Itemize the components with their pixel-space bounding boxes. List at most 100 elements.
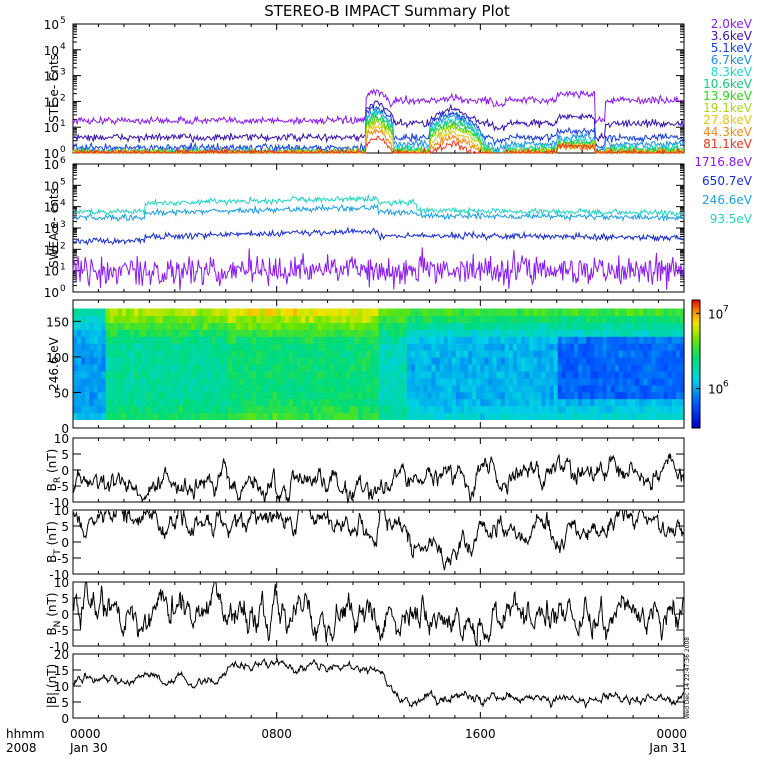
pad-heatmap-cell xyxy=(455,384,461,393)
pad-heatmap-cell xyxy=(480,391,485,400)
pad-heatmap-cell xyxy=(195,322,200,330)
pad-heatmap-cell xyxy=(643,308,648,316)
pad-heatmap-cell xyxy=(126,384,131,393)
pad-heatmap-cell xyxy=(109,412,115,420)
pad-heatmap-cell xyxy=(301,377,306,386)
pad-heatmap-cell xyxy=(651,315,657,323)
pad-heatmap-cell xyxy=(480,322,485,330)
pad-heatmap-cell xyxy=(578,384,583,393)
bmag-series-line xyxy=(72,657,685,710)
br-ytick-label: 5 xyxy=(61,448,69,462)
pad-heatmap-cell xyxy=(211,357,217,365)
pad-heatmap-cell xyxy=(268,398,274,407)
pad-heatmap-cell xyxy=(443,384,449,393)
pad-colorbar-cell xyxy=(692,404,700,407)
pad-heatmap-cell xyxy=(574,343,579,351)
pad-heatmap-cell xyxy=(533,398,538,407)
pad-heatmap-cell xyxy=(240,364,245,372)
pad-heatmap-cell xyxy=(476,405,481,414)
pad-heatmap-cell xyxy=(464,391,469,400)
pad-heatmap-cell xyxy=(504,391,510,400)
pad-heatmap-cell xyxy=(305,315,310,323)
pad-heatmap-cell xyxy=(211,315,217,323)
pad-heatmap-cell xyxy=(121,308,127,316)
pad-heatmap-cell xyxy=(211,350,217,358)
pad-heatmap-cell xyxy=(492,357,498,365)
pad-heatmap-cell xyxy=(569,391,575,400)
pad-heatmap-cell xyxy=(203,322,208,330)
pad-heatmap-cell xyxy=(235,336,241,344)
pad-heatmap-cell xyxy=(321,343,327,351)
pad-heatmap-cell xyxy=(476,350,481,358)
pad-heatmap-cell xyxy=(582,357,587,365)
pad-heatmap-cell xyxy=(362,308,367,316)
pad-heatmap-cell xyxy=(431,391,437,400)
pad-heatmap-cell xyxy=(423,391,428,400)
pad-heatmap-cell xyxy=(557,336,563,344)
pad-heatmap-cell xyxy=(321,391,327,400)
pad-heatmap-cell xyxy=(211,398,217,407)
pad-heatmap-cell xyxy=(545,370,551,379)
pad-heatmap-cell xyxy=(464,322,469,330)
pad-heatmap-cell xyxy=(529,370,534,379)
pad-heatmap-cell xyxy=(358,350,363,358)
pad-heatmap-cell xyxy=(378,364,384,372)
pad-heatmap-cell xyxy=(350,315,355,323)
pad-heatmap-cell xyxy=(134,343,139,351)
bmag-ytick-label: 15 xyxy=(54,664,69,678)
pad-heatmap-cell xyxy=(183,412,188,420)
pad-heatmap-cell xyxy=(443,322,449,330)
pad-colorbar-cell xyxy=(692,410,700,413)
pad-heatmap-cell xyxy=(280,364,286,372)
pad-heatmap-cell xyxy=(590,322,595,330)
pad-heatmap-cell xyxy=(594,350,600,358)
pad-heatmap-cell xyxy=(288,350,294,358)
pad-heatmap-cell xyxy=(610,329,616,337)
pad-ytick-label: 100 xyxy=(46,351,69,365)
pad-heatmap-cell xyxy=(533,315,538,323)
ste-legend-entry: 6.7keV xyxy=(711,53,753,67)
pad-heatmap-cell xyxy=(627,377,632,386)
pad-heatmap-cell xyxy=(138,336,143,344)
pad-heatmap-cell xyxy=(659,308,665,316)
pad-heatmap-cell xyxy=(170,364,176,372)
pad-heatmap-cell xyxy=(138,412,143,420)
pad-heatmap-cell xyxy=(264,343,270,351)
pad-heatmap-cell xyxy=(309,315,314,323)
pad-heatmap-cell xyxy=(622,398,628,407)
pad-heatmap-cell xyxy=(586,308,591,316)
pad-heatmap-cell xyxy=(529,308,534,316)
pad-heatmap-cell xyxy=(260,364,266,372)
pad-heatmap-cell xyxy=(187,391,192,400)
pad-heatmap-cell xyxy=(203,329,208,337)
pad-heatmap-cell xyxy=(166,391,172,400)
pad-heatmap-cell xyxy=(390,370,396,379)
pad-heatmap-cell xyxy=(93,322,99,330)
pad-heatmap-cell xyxy=(488,315,494,323)
pad-heatmap-cell xyxy=(284,364,290,372)
bmag-ytick-label: 0 xyxy=(61,712,69,726)
pad-heatmap-cell xyxy=(586,370,591,379)
pad-heatmap-cell xyxy=(659,384,665,393)
pad-heatmap-cell xyxy=(268,370,274,379)
pad-heatmap-cell xyxy=(337,343,343,351)
pad-heatmap-cell xyxy=(533,343,538,351)
pad-heatmap-cell xyxy=(415,336,420,344)
pad-heatmap-cell xyxy=(126,412,131,420)
pad-colorbar-cell xyxy=(692,422,700,425)
pad-heatmap-cell xyxy=(130,364,135,372)
pad-heatmap-cell xyxy=(647,336,652,344)
pad-heatmap-cell xyxy=(427,377,433,386)
pad-heatmap-cell xyxy=(451,343,457,351)
pad-heatmap-cell xyxy=(313,336,318,344)
pad-heatmap-cell xyxy=(130,377,135,386)
pad-heatmap-cell xyxy=(423,336,428,344)
pad-heatmap-cell xyxy=(500,336,506,344)
pad-heatmap-cell xyxy=(671,315,677,323)
ste-ytick-exp: 3 xyxy=(60,68,66,78)
pad-heatmap-cell xyxy=(89,377,94,386)
pad-heatmap-cell xyxy=(252,364,257,372)
pad-heatmap-cell xyxy=(195,364,200,372)
ste-series-line xyxy=(72,88,685,126)
pad-heatmap-cell xyxy=(586,377,591,386)
